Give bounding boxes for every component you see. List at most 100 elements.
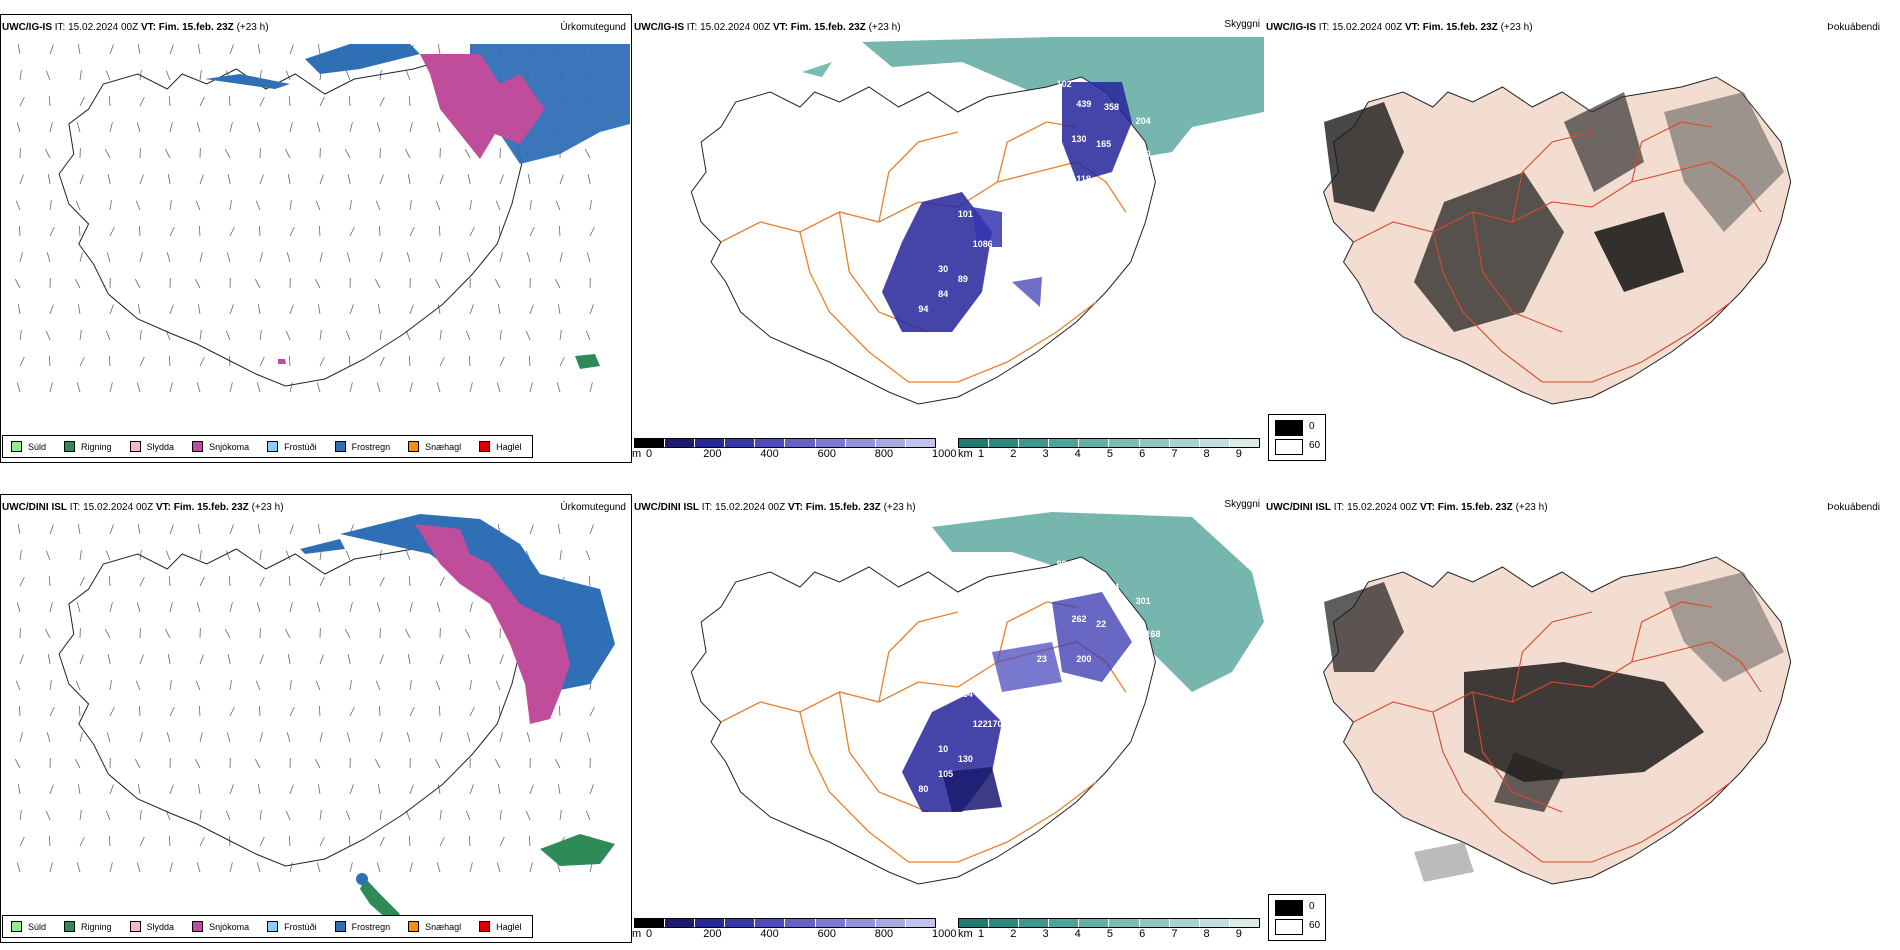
- legend-item-4: Frostúði: [267, 921, 317, 932]
- colorbar-tick: 3: [1042, 448, 1049, 460]
- wind-barb: [318, 225, 321, 237]
- wind-barb: [377, 784, 381, 795]
- run-header: UWC/IG-IS IT: 15.02.2024 00Z VT: Fim. 15…: [1266, 22, 1533, 33]
- wind-barb: [496, 862, 501, 873]
- wind-barb: [109, 382, 113, 393]
- wind-barb: [49, 200, 52, 211]
- legend-label: Snæhagl: [425, 441, 462, 452]
- wind-barb: [439, 252, 443, 263]
- legend-item-0: Súld: [11, 921, 46, 932]
- wind-barb: [525, 810, 531, 821]
- colorbar-segment: [785, 439, 816, 447]
- colorbar-tick: 6: [1139, 448, 1146, 460]
- wind-barb: [135, 200, 141, 211]
- colorbar-tick: 800: [874, 928, 894, 940]
- wind-barb: [194, 758, 201, 769]
- wind-barb: [409, 200, 412, 211]
- colorbar-tick: 8: [1203, 448, 1210, 460]
- wind-barb: [584, 148, 591, 159]
- colorbar-tick: 2: [1010, 928, 1017, 940]
- ceiling-value-label: 108: [973, 239, 988, 249]
- wind-barb: [195, 680, 201, 691]
- wind-barb: [225, 330, 231, 341]
- wind-barb: [379, 330, 382, 341]
- wind-barb: [194, 278, 201, 289]
- colorbar-segment: [1079, 919, 1110, 927]
- wind-barb: [374, 278, 381, 289]
- ceiling-value-label: 111: [1012, 744, 1026, 754]
- low-ceiling-area-ne: [1052, 592, 1132, 682]
- wind-barb: [229, 602, 233, 613]
- colorbar-segment: [815, 919, 846, 927]
- wind-barb: [256, 382, 261, 393]
- legend-swatch: [479, 441, 491, 452]
- wind-barb: [259, 174, 264, 185]
- colorbar-tick: 1000: [932, 448, 957, 460]
- wind-barb: [289, 784, 294, 795]
- legend-swatch: [192, 441, 204, 452]
- wind-barb: [316, 602, 321, 613]
- frostregn-area: [340, 514, 615, 694]
- wind-barb: [19, 252, 23, 263]
- wind-barb: [77, 44, 81, 55]
- wind-barb: [557, 304, 561, 315]
- frostregn-area-nw: [205, 74, 290, 89]
- wind-barb: [197, 44, 201, 55]
- wind-barb: [229, 784, 234, 795]
- colorbar-segment: [1139, 439, 1170, 447]
- ceiling-value-label: 15: [1131, 174, 1141, 184]
- wind-barb: [48, 95, 51, 107]
- wind-barb: [48, 575, 51, 587]
- wind-barb: [165, 70, 171, 81]
- wind-barb: [288, 355, 291, 367]
- iceland-outline: [690, 556, 1156, 885]
- colorbar-tick: 8: [1203, 928, 1210, 940]
- wind-barb: [317, 304, 321, 315]
- wind-barb: [408, 835, 411, 847]
- colorbar-segment: [665, 919, 696, 927]
- panel-title: Þokuábendi: [1827, 502, 1880, 513]
- wind-barb: [139, 654, 144, 665]
- wind-barb: [77, 304, 81, 315]
- wind-barb: [376, 602, 381, 613]
- wind-barb: [109, 44, 114, 55]
- wind-barb: [529, 862, 533, 873]
- wind-barb: [439, 810, 442, 821]
- wind-barb: [79, 732, 83, 743]
- wind-barb: [256, 602, 261, 613]
- wind-barb: [438, 225, 441, 237]
- ceiling-value-label: 134: [958, 689, 973, 699]
- fog-index-legend: 0 60: [1268, 414, 1326, 461]
- visibility-panel-row1: UWC/IG-IS IT: 15.02.2024 00Z VT: Fim. 15…: [632, 14, 1264, 464]
- frostregn-area-north: [305, 44, 420, 74]
- wind-barb: [255, 200, 261, 211]
- wind-barb: [349, 784, 354, 795]
- wind-barb: [409, 862, 413, 873]
- wind-barb: [168, 355, 171, 367]
- colorbar-segment: [905, 919, 935, 927]
- snjokoma-spot-south: [278, 359, 286, 364]
- fog-grey-area-sw: [1414, 842, 1474, 882]
- wind-barb: [137, 44, 141, 55]
- fog-dark-area-center: [1464, 662, 1704, 782]
- low-ceiling-area-sw: [882, 192, 992, 332]
- wind-barb: [46, 732, 51, 743]
- precip-type-legend: Súld Rigning Slydda Snjókoma Frostúði Frostre…: [2, 915, 533, 938]
- ceiling-value-label: 105: [938, 769, 953, 779]
- fog-dark-area-w: [1324, 102, 1404, 212]
- fog-legend-swatch-0: [1275, 420, 1303, 436]
- wind-barb: [259, 576, 265, 587]
- wind-barb: [469, 862, 473, 873]
- wind-barb: [435, 680, 441, 691]
- wind-barb: [558, 225, 561, 237]
- wind-barb: [79, 330, 82, 341]
- wind-barb: [74, 758, 81, 769]
- wind-barb: [109, 862, 113, 873]
- wind-barb: [349, 680, 352, 691]
- wind-barb: [167, 174, 171, 185]
- colorbar-segment: [1049, 439, 1080, 447]
- panel-frame: [0, 494, 632, 943]
- ceiling-value-label: 301: [1136, 596, 1151, 606]
- wind-barb: [529, 200, 532, 211]
- wind-barb: [319, 252, 323, 263]
